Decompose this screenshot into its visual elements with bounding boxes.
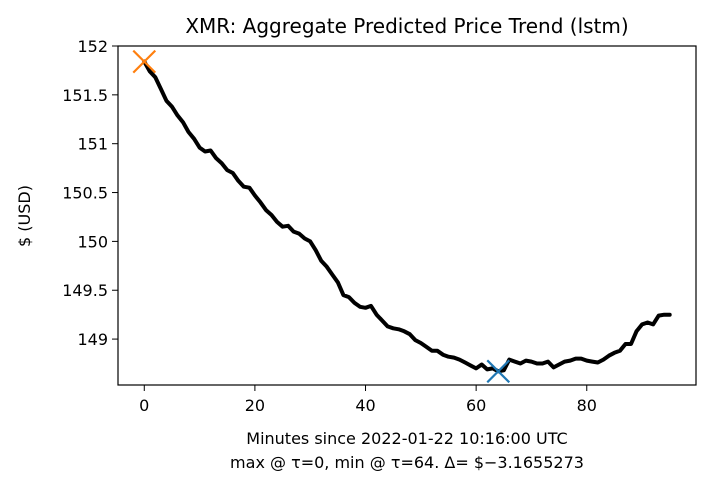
max-marker bbox=[132, 49, 157, 74]
x-tick-label: 0 bbox=[139, 396, 149, 415]
y-tick-label: 151 bbox=[77, 135, 108, 154]
x-tick-label: 60 bbox=[466, 396, 486, 415]
y-tick-label: 152 bbox=[77, 37, 108, 56]
min-marker-stroke bbox=[486, 359, 511, 384]
price-series-line bbox=[142, 59, 672, 374]
x-axis-label: Minutes since 2022-01-22 10:16:00 UTC bbox=[246, 429, 567, 448]
x-axis: 0 20 40 60 80 bbox=[139, 385, 597, 415]
y-axis-label: $ (USD) bbox=[15, 185, 34, 247]
min-marker bbox=[486, 359, 511, 384]
chart-title: XMR: Aggregate Predicted Price Trend (ls… bbox=[185, 14, 628, 38]
x-tick-label: 80 bbox=[577, 396, 597, 415]
y-tick-label: 149.5 bbox=[62, 281, 108, 300]
plot-area bbox=[132, 49, 672, 384]
x-axis-sublabel: max @ τ=0, min @ τ=64. Δ= $−3.1655273 bbox=[230, 453, 584, 472]
plot-frame bbox=[117, 45, 697, 386]
y-tick-label: 149 bbox=[77, 330, 108, 349]
y-axis: 149 149.5 150 150.5 151 151.5 152 bbox=[62, 37, 118, 349]
x-tick-label: 40 bbox=[355, 396, 375, 415]
y-tick-label: 151.5 bbox=[62, 86, 108, 105]
y-tick-label: 150.5 bbox=[62, 184, 108, 203]
max-marker-stroke bbox=[132, 49, 157, 74]
y-tick-label: 150 bbox=[77, 232, 108, 251]
x-tick-label: 20 bbox=[245, 396, 265, 415]
